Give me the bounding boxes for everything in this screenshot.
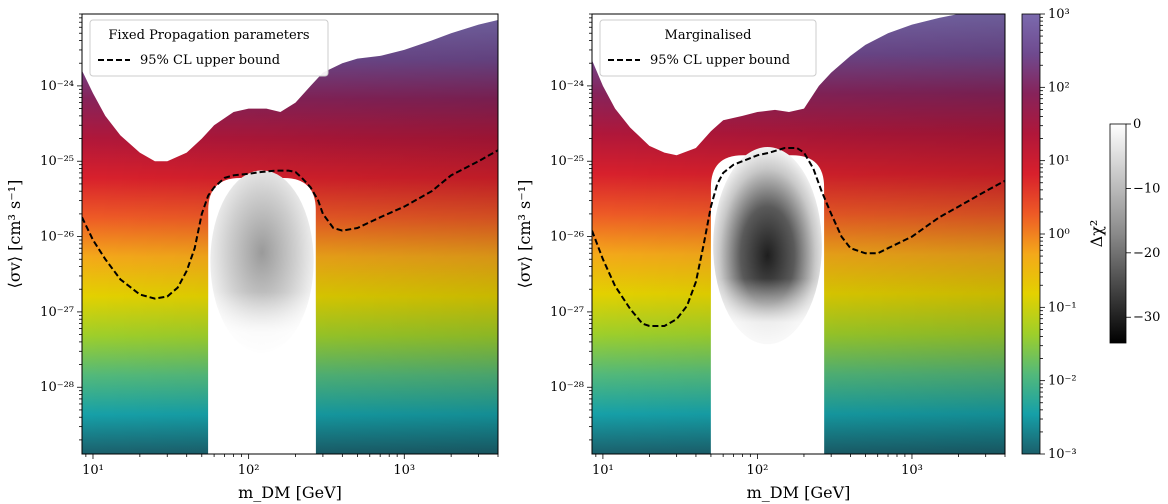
y-tick-label: 10⁻²⁶ (40, 230, 74, 245)
delta-colorbar-tick-label: −20 (1133, 246, 1160, 261)
y-tick-label: 10⁻²⁴ (40, 79, 74, 94)
cl-boundary-line (592, 147, 1005, 327)
x-tick-label: 10² (238, 463, 260, 478)
legend-title: Marginalised (665, 28, 752, 43)
heatmap-area (82, 20, 498, 454)
main-colorbar: 10³ 10² 10¹ 10⁰ 10⁻¹ 10⁻² 10⁻³ (1021, 7, 1077, 462)
y-axis-label: ⟨σv⟩ [cm³ s⁻¹] (5, 180, 24, 289)
colorbar-tick-label: 10⁻¹ (1048, 300, 1077, 315)
delta-chi2-colorbar: 0 −10 −20 −30 Δχ² (1087, 117, 1160, 344)
allowed-region-fade (208, 291, 316, 454)
allowed-region-fade (710, 278, 825, 454)
y-tick-label: 10⁻²⁷ (40, 305, 74, 320)
delta-colorbar-tick-label: −30 (1133, 310, 1160, 325)
colorbar-tick-label: 10³ (1048, 7, 1070, 22)
plot-frame (591, 13, 1006, 455)
y-tick-label: 10⁻²⁵ (550, 154, 584, 169)
x-tick-label: 10¹ (592, 463, 614, 478)
y-axis-label: ⟨σv⟩ [cm³ s⁻¹] (515, 180, 534, 289)
y-tick-label: 10⁻²⁴ (550, 79, 584, 94)
legend-box (89, 19, 329, 77)
x-axis-label: m_DM [GeV] (747, 483, 851, 502)
legend-box (599, 19, 817, 77)
left-panel: 10¹ 10² 10³ 10⁻²⁸ 10⁻²⁷ 10⁻²⁶ 10⁻²⁵ 10⁻²⁴ m_DM [… (5, 13, 499, 502)
y-tick-label: 10⁻²⁶ (550, 230, 584, 245)
colorbar-tick-label: 10¹ (1048, 154, 1070, 169)
colorbar-tick-label: 10⁻³ (1048, 447, 1077, 462)
legend-entry: 95% CL upper bound (650, 53, 790, 68)
delta-colorbar-tick-label: 0 (1133, 117, 1141, 132)
cl-boundary-line (82, 149, 498, 300)
y-tick-label: 10⁻²⁸ (550, 380, 584, 395)
colorbar-gradient (1021, 13, 1041, 455)
delta-colorbar-label: Δχ² (1087, 220, 1106, 248)
colorbar-tick-label: 10⁻² (1048, 374, 1077, 389)
delta-colorbar-tick-label: −10 (1133, 181, 1160, 196)
y-tick-label: 10⁻²⁷ (550, 305, 584, 320)
colorbar-tick-label: 10⁰ (1048, 227, 1070, 242)
x-tick-label: 10³ (901, 463, 923, 478)
legend-entry: 95% CL upper bound (140, 53, 280, 68)
legend-title: Fixed Propagation parameters (108, 28, 309, 43)
plot-frame (81, 13, 499, 455)
x-tick-label: 10¹ (82, 463, 104, 478)
y-tick-label: 10⁻²⁸ (40, 380, 74, 395)
x-axis-label: m_DM [GeV] (238, 483, 342, 502)
delta-colorbar-gradient (1109, 123, 1127, 344)
colorbar-tick-label: 10² (1048, 80, 1070, 95)
y-tick-label: 10⁻²⁵ (40, 154, 74, 169)
x-tick-label: 10² (747, 463, 769, 478)
right-panel: 10¹ 10² 10³ 10⁻²⁸ 10⁻²⁷ 10⁻²⁶ 10⁻²⁵ 10⁻²⁴ m_DM [… (515, 13, 1006, 502)
heatmap-area (592, 14, 1005, 454)
x-tick-label: 10³ (393, 463, 415, 478)
